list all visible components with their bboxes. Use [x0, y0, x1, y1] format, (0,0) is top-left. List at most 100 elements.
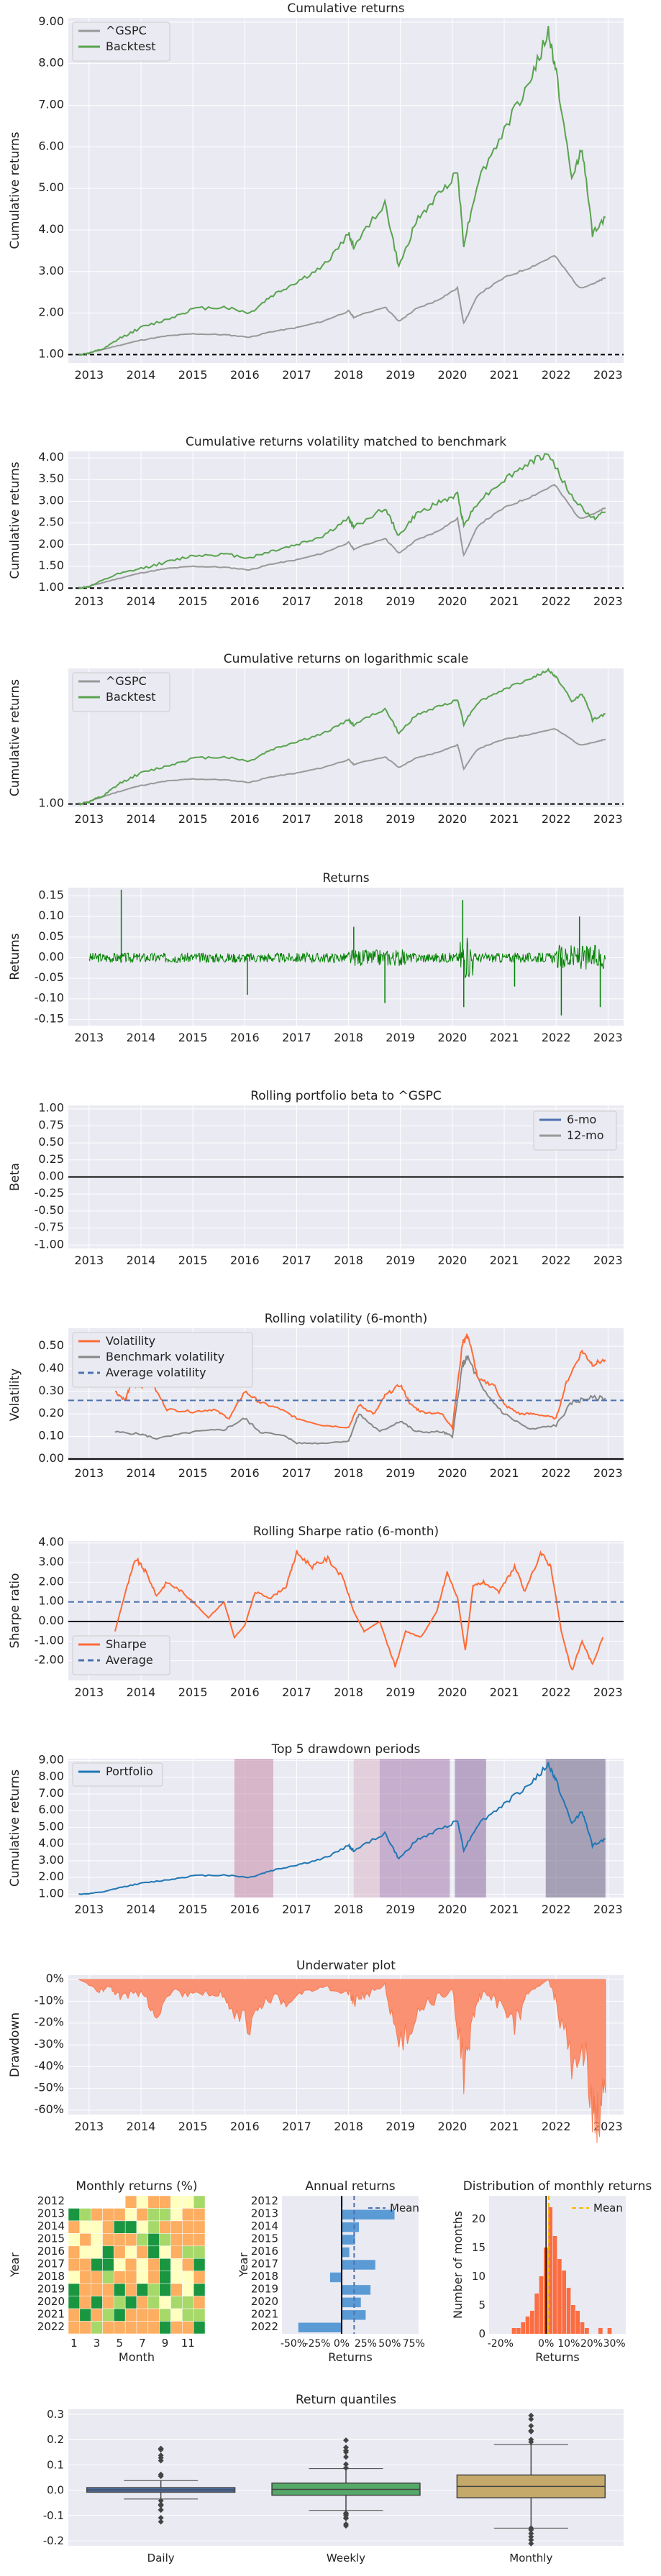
y-axis-label: Cumulative returns	[8, 679, 22, 796]
heatmap-cell	[147, 2308, 160, 2322]
x-tick-label: 2016	[230, 1031, 260, 1044]
heatmap-cell	[79, 2271, 91, 2284]
heatmap-cell	[159, 2220, 171, 2234]
x-tick-label: 2015	[178, 1031, 208, 1044]
series-volatility	[114, 1333, 606, 1431]
x-tick-label: 2013	[75, 1685, 104, 1699]
heatmap-cell	[147, 2220, 160, 2234]
chart-title: Monthly returns (%)	[76, 2179, 197, 2194]
x-tick-label: 2019	[386, 1466, 415, 1480]
y-tick-label: 0.25	[38, 1152, 64, 1166]
heatmap-cell	[170, 2271, 183, 2284]
histogram-bar	[580, 2322, 585, 2334]
x-tick-label: 2014	[127, 1685, 156, 1699]
y-tick-label: 8.00	[38, 1770, 64, 1783]
legend-label: ^GSPC	[106, 674, 147, 688]
drawdown-area	[78, 1979, 606, 2143]
heatmap-cell	[182, 2308, 194, 2322]
histogram-bar	[566, 2288, 571, 2334]
x-tick-label: 2016	[230, 1685, 260, 1699]
x-tick-label: 0%	[334, 2338, 350, 2350]
x-tick-label: 2013	[75, 368, 104, 382]
x-tick-label: 2016	[230, 2120, 260, 2133]
x-tick-label: 30%	[603, 2338, 626, 2350]
outlier	[528, 2423, 534, 2429]
chart-title: Cumulative returns	[287, 1, 404, 16]
y-tick-label: 2014	[37, 2220, 65, 2232]
series-benchmark	[78, 254, 606, 356]
heatmap-cell	[79, 2296, 91, 2309]
y-axis-label: Beta	[8, 1163, 22, 1191]
heatmap-cell	[147, 2195, 160, 2209]
outlier	[343, 2523, 349, 2529]
y-tick-label: 2.00	[38, 1869, 64, 1883]
heatmap-cell	[124, 2283, 137, 2296]
heatmap-cell	[79, 2233, 91, 2247]
x-tick-label: 2019	[386, 368, 415, 382]
heatmap-cell	[114, 2233, 126, 2247]
x-tick-label: 2020	[438, 1466, 468, 1480]
heatmap-cell	[182, 2245, 194, 2259]
y-tick-label: -60%	[35, 2102, 64, 2116]
y-tick-label: -1.00	[35, 1633, 64, 1647]
heatmap-cell	[91, 2308, 103, 2322]
y-axis-label: Returns	[8, 933, 22, 980]
drawdown-period	[455, 1759, 486, 1898]
legend-label: Portfolio	[106, 1765, 153, 1778]
x-axis-label: Returns	[328, 2350, 372, 2364]
x-tick-label: 2021	[490, 594, 519, 608]
y-tick-label: 1.00	[38, 1886, 64, 1900]
y-tick-label: 2019	[37, 2282, 65, 2295]
series-backtest	[78, 667, 606, 806]
x-tick-label: 2017	[282, 1685, 311, 1699]
x-tick-label: 2023	[593, 1903, 623, 1916]
x-tick-label: 9	[162, 2337, 169, 2350]
heatmap-cell	[124, 2296, 137, 2309]
chart-title: Cumulative returns volatility matched to…	[186, 435, 506, 449]
y-tick-label: 2.00	[38, 537, 64, 551]
legend-label: Mean	[593, 2202, 623, 2214]
outlier	[158, 2507, 164, 2513]
heatmap-cell	[136, 2308, 149, 2322]
series-portfolio	[78, 1762, 606, 1895]
heatmap-cell	[170, 2233, 183, 2247]
histogram-bar	[534, 2294, 539, 2334]
annual-bar	[341, 2297, 361, 2308]
y-tick-label: 0.00	[38, 1614, 64, 1627]
histogram-bar	[585, 2328, 589, 2334]
x-tick-label: 5	[116, 2337, 123, 2350]
x-tick-label: 2015	[178, 1903, 208, 1916]
heatmap-cell	[159, 2271, 171, 2284]
returns-series	[88, 937, 606, 978]
outlier	[343, 2437, 349, 2444]
heatmap-cell	[91, 2296, 103, 2309]
x-tick-label: 2017	[282, 812, 311, 826]
outlier	[528, 2534, 534, 2540]
heatmap-cell	[136, 2220, 149, 2234]
x-tick-label: 2013	[75, 2120, 104, 2133]
heatmap-cell	[193, 2233, 206, 2247]
heatmap-cell	[91, 2195, 103, 2209]
annual-bar	[341, 2247, 350, 2258]
y-tick-label: 0.1	[47, 2458, 64, 2471]
annual-returns-chart: Annual returns20122013201420152016201720…	[237, 2179, 425, 2364]
y-tick-label: 10	[472, 2270, 486, 2283]
histogram-bar	[511, 2328, 516, 2334]
heatmap-cell	[124, 2271, 137, 2284]
chart-title: Rolling Sharpe ratio (6-month)	[253, 1524, 439, 1539]
chart-title: Distribution of monthly returns	[463, 2179, 652, 2194]
outlier	[343, 2515, 349, 2521]
heatmap-cell	[182, 2258, 194, 2271]
x-tick-label: 2018	[334, 594, 363, 608]
x-tick-label: 3	[94, 2337, 101, 2350]
chart-title: Rolling portfolio beta to ^GSPC	[250, 1089, 442, 1103]
x-tick-label: 2020	[438, 1903, 468, 1916]
x-tick-label: 2017	[282, 1903, 311, 1916]
y-tick-label: 2016	[251, 2245, 278, 2258]
heatmap-cell	[102, 2208, 114, 2222]
monthly-returns-chart: Monthly returns (%)201220132014201520162…	[8, 2179, 206, 2364]
heatmap-cell	[124, 2195, 137, 2209]
y-tick-label: 9.00	[38, 1752, 64, 1766]
y-tick-label: 2.00	[38, 305, 64, 319]
